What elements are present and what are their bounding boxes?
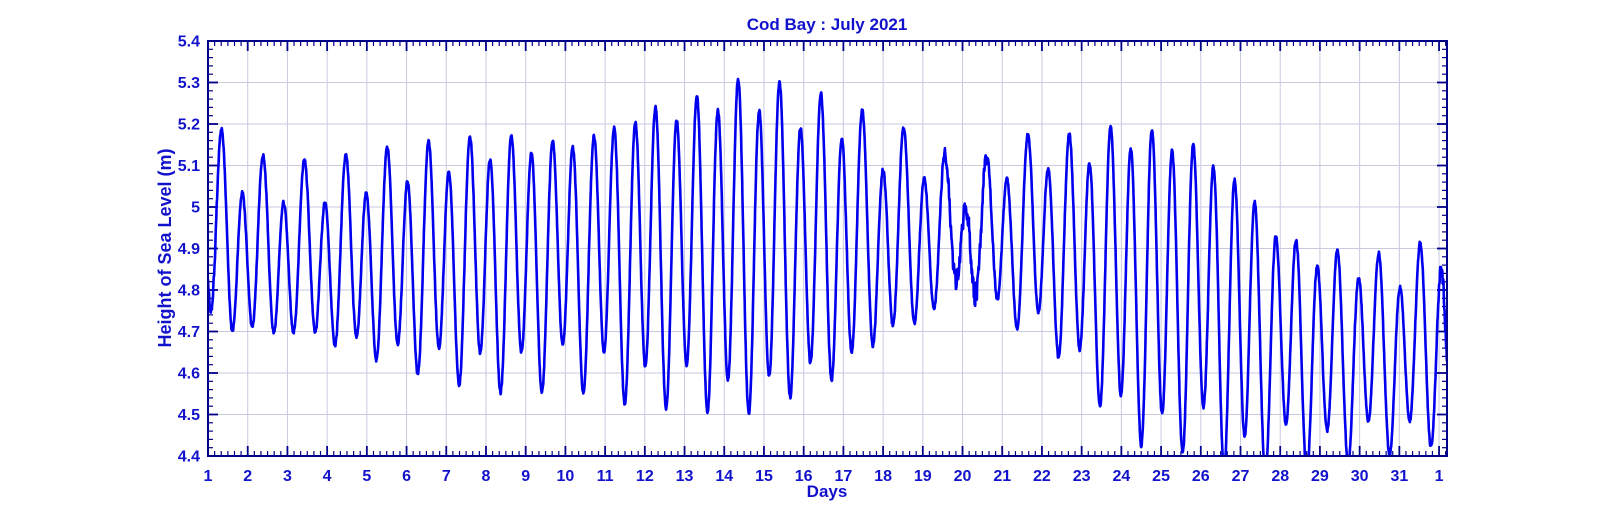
x-tick-label: 6 <box>402 468 411 485</box>
x-tick-label: 22 <box>1033 468 1051 485</box>
y-tick-labels: 4.4 4.5 4.6 4.7 4.8 4.9 5 5.1 5.2 5.3 5.4 <box>178 34 200 466</box>
x-tick-label: 8 <box>482 468 491 485</box>
chart-title: Cod Bay : July 2021 <box>747 15 908 34</box>
x-tick-label: 1 <box>1435 468 1444 485</box>
x-tick-label: 27 <box>1232 468 1250 485</box>
x-tick-label: 7 <box>442 468 451 485</box>
x-tick-labels: 1 2 3 4 5 6 7 8 9 10 11 12 13 14 15 16 17 18 19 20 21 22 23 24 2… <box>204 468 1444 485</box>
series-group <box>208 77 1447 456</box>
x-tick-label: 3 <box>283 468 292 485</box>
y-tick-label: 5.3 <box>178 75 200 92</box>
x-tick-label: 23 <box>1073 468 1091 485</box>
chart-generated-layer: 1 2 3 4 5 6 7 8 9 10 11 12 13 14 15 16 17 18 19 20 21 22 23 24 2… <box>178 34 1448 485</box>
y-tick-label: 5.2 <box>178 117 200 134</box>
x-tick-label: 5 <box>362 468 371 485</box>
x-tick-label: 13 <box>676 468 694 485</box>
x-tick-label: 9 <box>521 468 530 485</box>
x-tick-label: 20 <box>954 468 972 485</box>
y-tick-label: 4.7 <box>178 324 200 341</box>
y-tick-label: 4.5 <box>178 407 200 424</box>
x-tick-label: 19 <box>914 468 932 485</box>
plot-frame <box>207 40 1448 457</box>
x-tick-label: 12 <box>636 468 654 485</box>
x-tick-label: 11 <box>597 468 614 485</box>
x-tick-label: 21 <box>993 468 1011 485</box>
x-tick-label: 17 <box>834 468 852 485</box>
y-tick-label: 4.8 <box>178 283 200 300</box>
x-tick-label: 14 <box>715 468 733 485</box>
x-tick-label: 2 <box>243 468 252 485</box>
x-tick-label: 30 <box>1351 468 1369 485</box>
x-tick-label: 31 <box>1390 468 1408 485</box>
x-tick-label: 25 <box>1152 468 1170 485</box>
y-tick-label: 5.4 <box>178 34 200 51</box>
x-tick-label: 10 <box>557 468 575 485</box>
sea-level-line <box>208 77 1447 456</box>
x-tick-label: 16 <box>795 468 813 485</box>
x-tick-label: 29 <box>1311 468 1329 485</box>
x-tick-label: 26 <box>1192 468 1210 485</box>
x-tick-label: 1 <box>204 468 213 485</box>
x-tick-label: 4 <box>323 468 332 485</box>
x-axis-label: Days <box>807 482 848 501</box>
y-tick-label: 5 <box>191 200 200 217</box>
y-axis-label: Height of Sea Level (m) <box>155 148 175 347</box>
y-tick-label: 4.9 <box>178 241 200 258</box>
x-tick-label: 24 <box>1112 468 1130 485</box>
y-tick-label: 4.4 <box>178 449 200 466</box>
x-tick-label: 18 <box>874 468 892 485</box>
y-tick-label: 5.1 <box>178 158 200 175</box>
y-tick-label: 4.6 <box>178 366 200 383</box>
x-tick-label: 28 <box>1271 468 1289 485</box>
x-tick-label: 15 <box>755 468 773 485</box>
